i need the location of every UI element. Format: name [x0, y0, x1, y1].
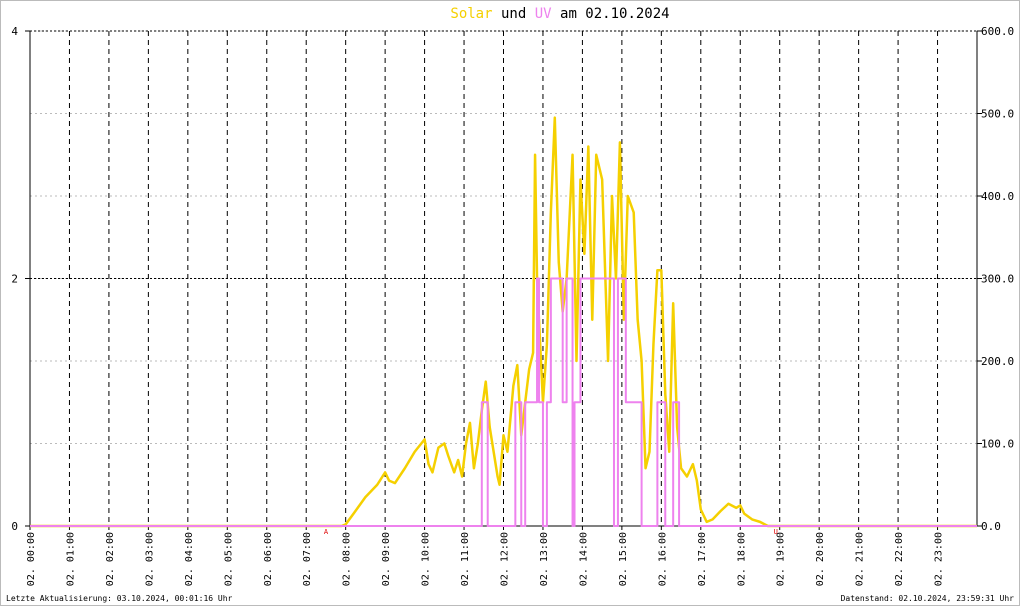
y2-tick-label: 500.0	[981, 108, 1014, 121]
series-line	[30, 116, 977, 528]
x-tick-label: 02. 21:00	[855, 532, 866, 586]
y-tick-label: 0	[11, 520, 18, 533]
y-tick-label: 2	[11, 273, 18, 286]
x-tick-label: 02. 09:00	[381, 532, 392, 586]
annotation: U	[774, 528, 778, 536]
x-tick-label: 02. 22:00	[894, 532, 905, 586]
y-tick-label: 4	[11, 25, 18, 38]
x-tick-label: 02. 15:00	[618, 532, 629, 586]
x-tick-label: 02. 05:00	[223, 532, 234, 586]
x-tick-label: 02. 03:00	[144, 532, 155, 586]
y2-tick-label: 400.0	[981, 190, 1014, 203]
x-tick-label: 02. 08:00	[342, 532, 353, 586]
x-tick-label: 02. 01:00	[65, 532, 76, 586]
x-tick-label: 02. 07:00	[302, 532, 313, 586]
x-tick-label: 02. 12:00	[500, 532, 511, 586]
x-tick-label: 02. 00:00	[26, 532, 37, 586]
x-tick-label: 02. 04:00	[184, 532, 195, 586]
series-line	[30, 277, 977, 527]
title-joiner: und	[501, 6, 526, 22]
annotation: A	[324, 528, 329, 536]
x-tick-label: 02. 23:00	[934, 532, 945, 586]
y2-tick-label: 300.0	[981, 273, 1014, 286]
y2-tick-label: 200.0	[981, 355, 1014, 368]
y2-tick-label: 600.0	[981, 25, 1014, 38]
x-tick-label: 02. 10:00	[421, 532, 432, 586]
x-tick-label: 02. 16:00	[657, 532, 668, 586]
chart-title: Solar und UV am 02.10.2024	[450, 6, 669, 22]
title-solar: Solar	[450, 6, 492, 22]
x-tick-label: 02. 17:00	[697, 532, 708, 586]
x-tick-label: 02. 02:00	[105, 532, 116, 586]
footer-left: Letzte Aktualisierung: 03.10.2024, 00:01…	[6, 594, 233, 603]
x-tick-label: 02. 19:00	[776, 532, 787, 586]
x-tick-label: 02. 06:00	[263, 532, 274, 586]
x-tick-label: 02. 13:00	[539, 532, 550, 586]
y2-tick-label: 0.0	[981, 520, 1001, 533]
x-tick-label: 02. 20:00	[815, 532, 826, 586]
x-tick-label: 02. 11:00	[460, 532, 471, 586]
title-uv: UV	[535, 6, 552, 22]
x-tick-label: 02. 14:00	[578, 532, 589, 586]
footer-right: Datenstand: 02.10.2024, 23:59:31 Uhr	[841, 594, 1015, 603]
x-tick-label: 02. 18:00	[736, 532, 747, 586]
title-date: am 02.10.2024	[560, 6, 670, 22]
y2-tick-label: 100.0	[981, 438, 1014, 451]
